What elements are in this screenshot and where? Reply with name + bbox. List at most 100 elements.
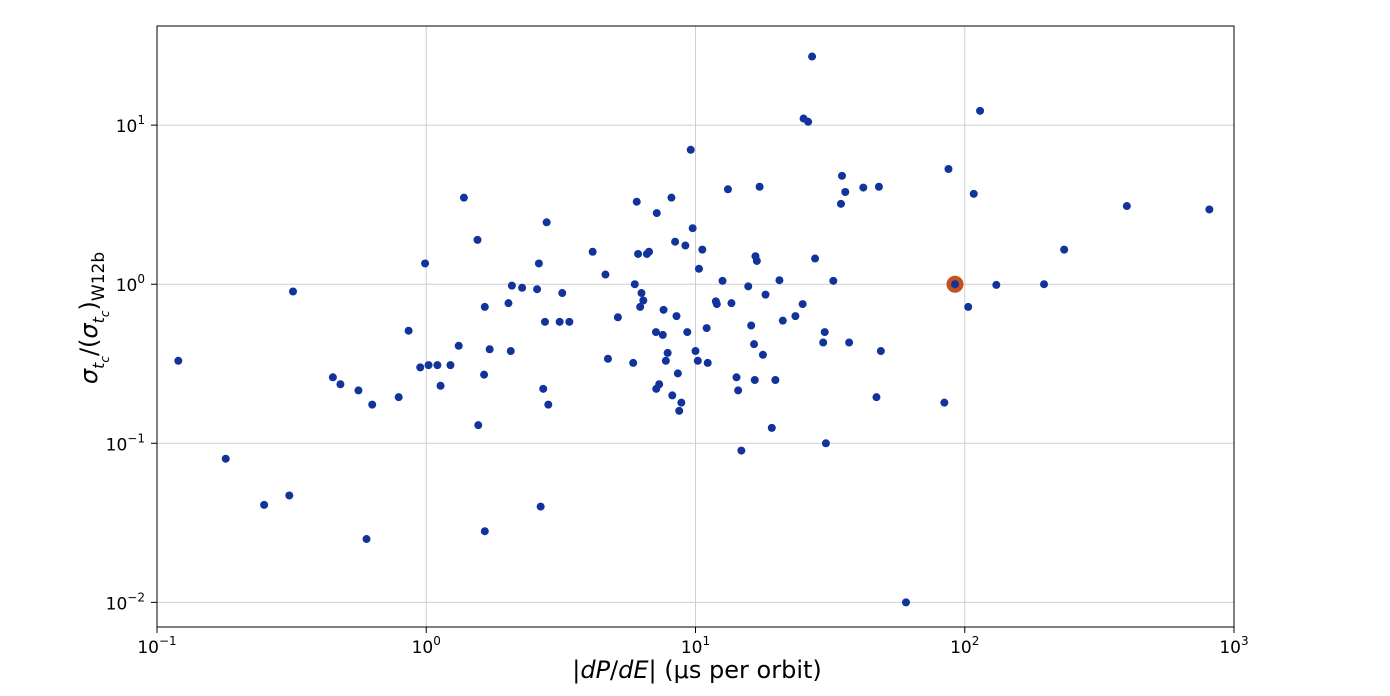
data-point [636, 302, 645, 311]
data-point [603, 354, 612, 363]
data-point [829, 276, 838, 285]
y-tick-label: 100 [116, 272, 145, 296]
data-point [859, 183, 868, 192]
data-point [750, 375, 759, 384]
data-point [734, 386, 743, 395]
data-point [727, 299, 736, 308]
data-point [221, 454, 230, 463]
x-tick-label: 103 [1219, 634, 1248, 658]
data-point [504, 299, 513, 308]
data-point [480, 527, 489, 536]
data-point [285, 491, 294, 500]
data-point [673, 369, 682, 378]
data-point [480, 302, 489, 311]
data-point [645, 247, 654, 256]
data-point [821, 439, 830, 448]
data-point [752, 256, 761, 265]
data-point [289, 287, 298, 296]
data-point [174, 356, 183, 365]
data-point [507, 281, 516, 290]
data-point [744, 282, 753, 291]
data-point [732, 373, 741, 382]
data-point [841, 187, 850, 196]
y-tick-label: 10−2 [106, 590, 145, 614]
data-point [630, 280, 639, 289]
data-point [260, 500, 269, 509]
data-point [1060, 245, 1069, 254]
data-point [1122, 202, 1131, 211]
data-point [694, 264, 703, 273]
data-point [683, 328, 692, 337]
data-point [639, 296, 648, 305]
x-tick-label: 101 [681, 634, 710, 658]
data-point [632, 197, 641, 206]
data-point [718, 276, 727, 285]
data-point [874, 182, 883, 191]
data-point [750, 340, 759, 349]
data-point [837, 171, 846, 180]
data-point [446, 361, 455, 370]
data-point [677, 398, 686, 407]
data-point [533, 285, 542, 294]
data-point [944, 165, 953, 174]
data-point [652, 209, 661, 218]
data-point [354, 386, 363, 395]
data-point [667, 193, 676, 202]
data-point [703, 358, 712, 367]
data-point [588, 247, 597, 256]
data-point [671, 237, 680, 246]
data-point [940, 398, 949, 407]
data-point [485, 345, 494, 354]
data-point [424, 361, 433, 370]
data-point [459, 193, 468, 202]
data-point [791, 312, 800, 321]
x-tick-label: 10−1 [137, 634, 176, 658]
grid-lines [156, 26, 1235, 627]
data-point [328, 373, 337, 382]
data-point [755, 182, 764, 191]
data-point [698, 245, 707, 254]
data-point [659, 305, 668, 314]
data-point [539, 384, 548, 393]
data-point [819, 338, 828, 347]
data-point [536, 502, 545, 511]
data-point [480, 370, 489, 379]
data-point [811, 254, 820, 263]
data-point [976, 106, 985, 115]
axis-ticks: 10−1 100 101 102 103 10−2 10−1 100 101 [106, 113, 1249, 658]
data-point [668, 391, 677, 400]
data-point [804, 117, 813, 126]
data-point [362, 535, 371, 544]
data-point [454, 341, 463, 350]
data-point [661, 356, 670, 365]
data-point [394, 393, 403, 402]
data-point [404, 326, 413, 335]
data-point [565, 317, 574, 326]
data-point [542, 218, 551, 227]
data-point [601, 270, 610, 279]
data-point [558, 289, 567, 298]
data-point [613, 313, 622, 322]
data-point [637, 289, 646, 298]
data-point [368, 400, 377, 409]
data-point [767, 423, 776, 432]
data-point [629, 358, 638, 367]
data-points [174, 52, 1214, 607]
data-point [1205, 205, 1214, 214]
data-point [771, 375, 780, 384]
data-point [702, 324, 711, 333]
data-point [747, 321, 756, 330]
data-point [950, 280, 959, 289]
data-point [688, 224, 697, 233]
x-axis-label: |dP/dE| (μs per orbit) [572, 656, 822, 684]
data-point [436, 381, 445, 390]
data-point [655, 380, 664, 389]
data-point [675, 406, 684, 415]
data-point [876, 347, 885, 356]
data-point [712, 300, 721, 309]
x-tick-label: 102 [950, 634, 979, 658]
data-point [691, 347, 700, 356]
data-point [634, 249, 643, 258]
data-point [775, 276, 784, 285]
